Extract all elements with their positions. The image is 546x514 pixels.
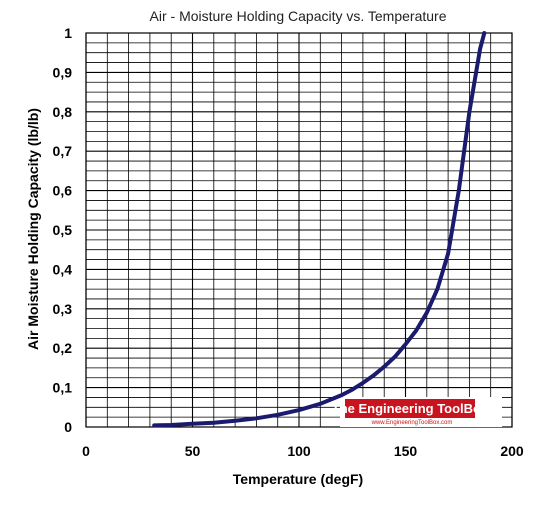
series-group bbox=[152, 31, 487, 428]
x-tick-label: 0 bbox=[82, 443, 90, 459]
y-tick-label: 0,4 bbox=[53, 261, 73, 277]
y-tick-label: 1 bbox=[64, 25, 72, 41]
y-tick-label: 0,8 bbox=[53, 104, 73, 120]
watermark-title: The Engineering ToolBox bbox=[332, 401, 489, 416]
y-tick-label: 0,1 bbox=[53, 380, 73, 396]
y-tick-label: 0,3 bbox=[53, 301, 73, 317]
y-tick-label: 0,5 bbox=[53, 222, 73, 238]
watermark-logo: The Engineering ToolBox www.EngineeringT… bbox=[332, 397, 502, 427]
y-tick-label: 0,6 bbox=[53, 183, 73, 199]
y-tick-label: 0,2 bbox=[53, 340, 73, 356]
tick-labels: 0 50 100 150 200 0 0,1 0,2 0,3 0,4 0,5 0,6 0,7 0,8 0,9… bbox=[53, 25, 524, 459]
x-tick-label: 200 bbox=[500, 443, 524, 459]
x-axis-label: Temperature (degF) bbox=[233, 471, 363, 487]
watermark-background bbox=[345, 399, 475, 418]
chart-title: Air - Moisture Holding Capacity vs. Temp… bbox=[150, 8, 447, 24]
y-tick-label: 0 bbox=[64, 419, 72, 435]
x-tick-label: 150 bbox=[394, 443, 418, 459]
y-axis-label: Air Moisture Holding Capacity (lb/lb) bbox=[25, 108, 41, 350]
x-tick-label: 50 bbox=[185, 443, 201, 459]
watermark-url: www.EngineeringToolBox.com bbox=[371, 420, 453, 426]
x-tick-label: 100 bbox=[287, 443, 311, 459]
plot-frame bbox=[85, 32, 513, 428]
y-tick-label: 0,7 bbox=[53, 143, 73, 159]
grid bbox=[85, 32, 513, 428]
y-tick-label: 0,9 bbox=[53, 64, 73, 80]
series-line bbox=[152, 31, 487, 428]
